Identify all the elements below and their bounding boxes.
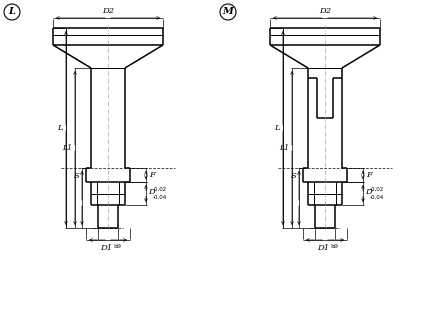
Text: D2: D2 xyxy=(319,7,331,15)
Text: h9: h9 xyxy=(331,244,339,249)
Text: h9: h9 xyxy=(114,244,122,249)
Text: D1: D1 xyxy=(317,244,329,252)
Text: L: L xyxy=(58,124,63,132)
Text: F: F xyxy=(149,171,155,179)
Text: L1: L1 xyxy=(279,144,289,152)
Text: D1: D1 xyxy=(100,244,112,252)
Text: D: D xyxy=(148,189,155,197)
Text: S: S xyxy=(290,172,296,180)
Text: S: S xyxy=(73,172,79,180)
Text: -0,04: -0,04 xyxy=(153,195,167,199)
Text: L1: L1 xyxy=(62,144,72,152)
Text: L: L xyxy=(9,8,15,17)
Text: D2: D2 xyxy=(102,7,114,15)
Text: M: M xyxy=(223,8,233,17)
Text: F: F xyxy=(366,171,372,179)
Text: -0,02: -0,02 xyxy=(153,186,167,191)
Text: -0,02: -0,02 xyxy=(370,186,384,191)
Text: L: L xyxy=(274,124,280,132)
Text: D: D xyxy=(365,189,372,197)
Text: -0,04: -0,04 xyxy=(370,195,384,199)
